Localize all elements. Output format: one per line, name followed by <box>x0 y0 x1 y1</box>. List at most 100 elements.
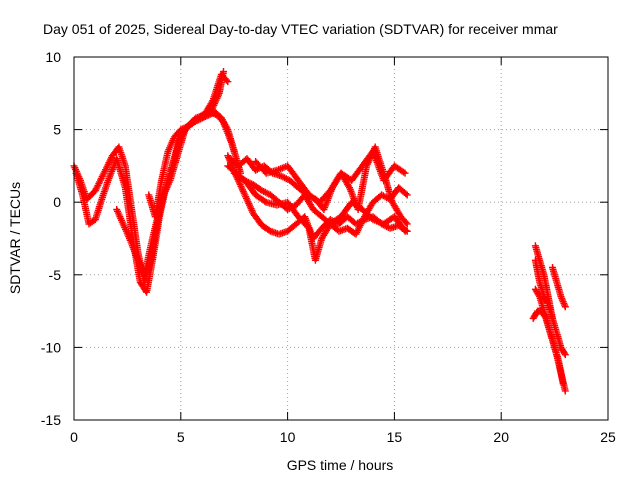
data-point-cluster <box>309 226 325 242</box>
data-point-cluster <box>348 198 365 212</box>
data-point <box>401 169 409 177</box>
y-tick-label: -15 <box>41 412 61 428</box>
data-point-cluster <box>241 191 257 216</box>
data-point-cluster <box>91 197 105 224</box>
plot-border <box>73 56 609 421</box>
data-point-cluster <box>294 176 312 197</box>
data-point-cluster <box>531 256 543 284</box>
data-point <box>403 220 411 228</box>
y-tick-label: 10 <box>45 49 61 65</box>
data-point-cluster <box>311 236 325 264</box>
data-point-cluster <box>258 187 273 198</box>
data-point-cluster <box>380 163 397 184</box>
x-tick-label: 15 <box>387 429 403 445</box>
data-point-cluster <box>158 149 172 184</box>
series-track-d <box>145 108 245 221</box>
data-point-cluster <box>143 255 157 296</box>
data-point-cluster <box>252 191 269 205</box>
data-point-cluster <box>249 210 265 228</box>
data-point-cluster <box>85 217 98 228</box>
data-point-cluster <box>113 206 126 226</box>
x-tick-label: 5 <box>177 429 185 445</box>
data-point-cluster <box>119 220 133 241</box>
data-point-cluster <box>316 188 333 206</box>
data-point <box>559 380 567 388</box>
data-point-cluster <box>151 178 165 221</box>
chart-title: Day 051 of 2025, Sidereal Day-to-day VTE… <box>43 21 558 37</box>
data-point-cluster <box>540 293 551 306</box>
data-point-cluster <box>177 123 190 134</box>
data-marks <box>70 68 569 395</box>
data-point-cluster <box>113 155 129 190</box>
data-point-cluster <box>190 115 204 126</box>
data-point-cluster <box>170 127 183 141</box>
data-point-cluster <box>309 206 324 219</box>
data-point-cluster <box>348 163 365 184</box>
data-point-cluster <box>397 213 410 226</box>
data-point-cluster <box>531 285 543 299</box>
data-point-cluster <box>395 184 410 198</box>
data-point-cluster <box>555 358 567 386</box>
series-track-n <box>531 256 556 322</box>
data-point-cluster <box>549 264 560 284</box>
series-track-m <box>549 264 569 311</box>
data-point-cluster <box>183 119 196 131</box>
data-point-cluster <box>170 135 184 163</box>
data-point-cluster <box>209 72 225 105</box>
data-point-cluster <box>258 221 273 234</box>
data-point-cluster <box>529 309 541 322</box>
data-point-cluster <box>164 157 178 184</box>
data-point-cluster <box>390 213 408 234</box>
data-point-cluster <box>388 198 404 219</box>
data-point-cluster <box>294 213 312 231</box>
series-track-l <box>529 307 567 388</box>
data-point-cluster <box>531 242 543 262</box>
data-point-cluster <box>557 343 568 357</box>
data-point <box>561 303 569 311</box>
data-point-cluster <box>286 176 301 190</box>
y-tick-label: 0 <box>53 194 61 210</box>
y-tick-label: -5 <box>49 267 62 283</box>
data-point-cluster <box>220 118 235 146</box>
y-axis-label: SDTVAR / TECUs <box>7 182 23 294</box>
y-tick-label: -10 <box>41 339 61 355</box>
data-point-cluster <box>540 271 552 299</box>
data-point <box>561 351 569 359</box>
data-point <box>403 191 411 199</box>
data-point-cluster <box>273 163 290 174</box>
x-tick-label: 10 <box>280 429 296 445</box>
x-axis-label: GPS time / hours <box>287 457 394 473</box>
data-point-cluster <box>230 169 247 183</box>
series-track-h <box>230 169 409 264</box>
data-point <box>561 387 569 395</box>
data-point-cluster <box>284 162 301 183</box>
data-point-cluster <box>126 235 141 262</box>
data-point-cluster <box>390 162 408 176</box>
x-tick-label: 0 <box>70 429 78 445</box>
data-point-cluster <box>318 222 333 242</box>
data-point-cluster <box>358 206 376 222</box>
data-point-cluster <box>213 111 226 125</box>
series-track-i <box>252 147 409 206</box>
x-tick-label: 20 <box>493 429 509 445</box>
data-point-cluster <box>337 200 355 221</box>
y-tick-label: 5 <box>53 122 61 138</box>
data-point-cluster <box>241 176 258 197</box>
data-point-cluster <box>538 307 549 321</box>
data-point-cluster <box>115 143 129 168</box>
data-point <box>401 227 409 235</box>
data-point-cluster <box>277 172 292 183</box>
data-point <box>548 314 556 322</box>
data-point-cluster <box>217 70 230 84</box>
data-point-cluster <box>352 215 368 238</box>
data-point-cluster <box>284 198 301 219</box>
data-point-cluster <box>249 181 264 194</box>
data-point-cluster <box>98 178 111 203</box>
data-point-cluster <box>326 171 344 195</box>
data-point-cluster <box>267 191 282 205</box>
data-point-cluster <box>326 214 343 228</box>
data-point-cluster <box>91 171 107 195</box>
data-point-cluster <box>164 135 178 155</box>
series-track-j <box>531 242 569 359</box>
